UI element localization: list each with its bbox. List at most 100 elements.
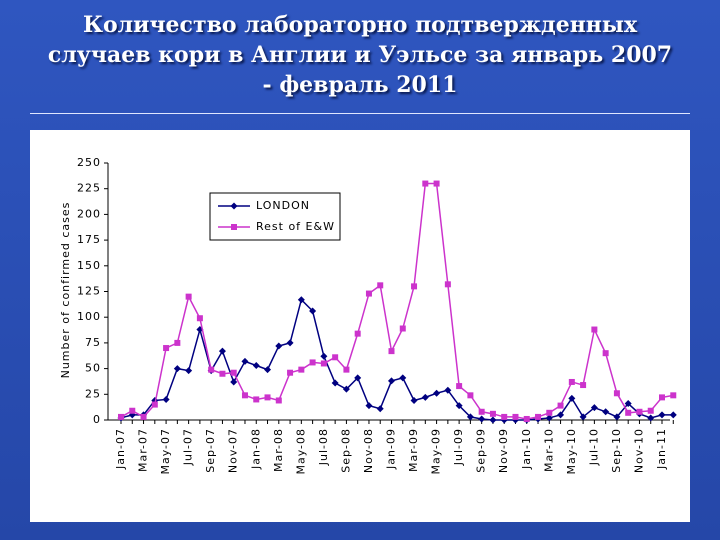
chart-panel: Number of confirmed cases 0 25 50 75 100 125 1…: [30, 130, 690, 522]
point: [625, 409, 632, 416]
point: [411, 283, 418, 290]
point: [287, 369, 294, 376]
x-tick-label: Sep-08: [339, 428, 352, 473]
point: [433, 180, 440, 187]
y-tick-label: 175: [77, 233, 101, 246]
x-tick-label: Nov-09: [497, 428, 510, 473]
point: [320, 352, 328, 360]
x-tick-label: Nov-10: [632, 428, 645, 473]
point: [332, 354, 339, 361]
point: [208, 366, 215, 373]
point: [354, 330, 361, 337]
point: [218, 347, 226, 355]
point: [185, 293, 192, 300]
y-tick-label: 250: [77, 156, 101, 169]
point: [523, 415, 530, 422]
point: [579, 413, 587, 421]
x-tick-label: Mar-07: [137, 428, 150, 472]
point: [252, 362, 260, 370]
series-line: [120, 182, 674, 420]
y-tick-label: 125: [77, 285, 101, 298]
legend-box: [209, 192, 341, 241]
point: [174, 339, 181, 346]
point: [331, 379, 339, 387]
x-tick-label: Jan-07: [114, 428, 127, 470]
point: [275, 397, 282, 404]
point: [422, 180, 429, 187]
point: [230, 202, 238, 210]
point: [151, 401, 158, 408]
x-tick-label: May-07: [159, 428, 172, 475]
point: [410, 396, 418, 404]
point: [399, 325, 406, 332]
point: [365, 290, 372, 297]
point: [658, 411, 666, 419]
point: [309, 307, 317, 315]
x-tick-label: Jan-11: [655, 428, 668, 470]
point: [602, 408, 610, 416]
point: [118, 413, 124, 420]
point: [466, 413, 474, 421]
point: [489, 416, 497, 424]
x-tick-label: May-08: [294, 428, 307, 475]
x-tick-label: Mar-09: [407, 428, 420, 472]
point: [613, 390, 620, 397]
x-tick-label: Mar-08: [272, 428, 285, 472]
point: [590, 404, 598, 412]
y-tick-label: 0: [93, 413, 101, 426]
point: [467, 392, 474, 399]
point: [456, 383, 463, 390]
chart: Number of confirmed cases 0 25 50 75 100 125 1…: [59, 156, 677, 475]
x-tick-label: Jan-10: [520, 428, 533, 470]
point: [297, 296, 305, 304]
y-tick-label: 150: [77, 259, 101, 272]
point: [320, 360, 327, 367]
point: [455, 402, 463, 410]
y-tick-label: 225: [77, 182, 101, 195]
point: [196, 315, 203, 322]
x-tick-label: Sep-10: [610, 428, 623, 473]
point: [624, 400, 632, 408]
point: [591, 326, 598, 333]
point: [376, 405, 384, 413]
point: [230, 369, 237, 376]
point: [185, 367, 193, 375]
point: [253, 396, 260, 403]
legend-label: Rest of E&W: [256, 220, 335, 233]
point: [241, 392, 248, 399]
point: [286, 339, 294, 347]
x-tick-label: Jan-08: [249, 428, 262, 470]
point: [140, 413, 147, 420]
point: [478, 415, 486, 423]
point: [343, 366, 350, 373]
point: [377, 282, 384, 289]
point: [354, 374, 362, 382]
point: [162, 395, 170, 403]
point: [670, 392, 677, 399]
x-tick-label: Mar-10: [542, 428, 555, 472]
x-tick-label: Nov-07: [227, 428, 240, 473]
point: [298, 366, 305, 373]
title-line: Количество лабораторно подтвержденных: [82, 12, 638, 38]
point: [230, 378, 238, 386]
x-tick-label: Jan-09: [385, 428, 398, 470]
title-line: - февраль 2011: [262, 72, 458, 98]
series-line: [120, 298, 674, 421]
y-tick-label: 50: [85, 362, 101, 375]
x-tick-label: May-10: [565, 428, 578, 475]
x-tick-label: Nov-08: [362, 428, 375, 473]
point: [129, 407, 136, 414]
x-tick-label: Sep-07: [204, 428, 217, 473]
x-tick-label: Sep-09: [475, 428, 488, 473]
point: [163, 345, 170, 352]
point: [647, 414, 655, 422]
point: [231, 224, 237, 230]
title-line: случаев кори в Англии и Уэльсе за январь…: [47, 42, 673, 68]
point: [568, 378, 575, 385]
x-tick-label: Jul-08: [317, 428, 330, 466]
point: [568, 394, 576, 402]
y-tick-label: 75: [85, 336, 101, 349]
x-tick-label: Jul-10: [587, 428, 600, 466]
point: [399, 374, 407, 382]
point: [264, 366, 272, 374]
